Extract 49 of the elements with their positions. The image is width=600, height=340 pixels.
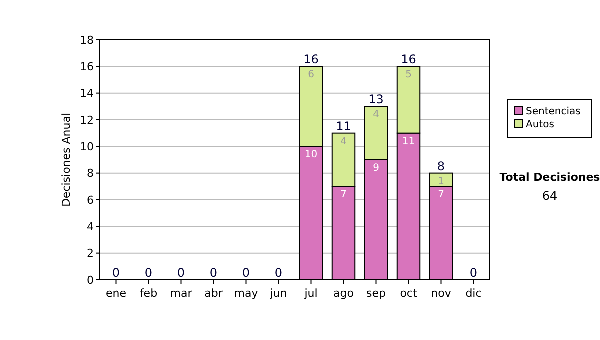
x-tick-label: dic <box>466 287 482 300</box>
text: Total Decisiones <box>500 171 600 184</box>
legend-label: Sentencias <box>526 106 581 118</box>
total-label: 11 <box>336 119 352 134</box>
total-label: 16 <box>304 52 319 67</box>
data-label: 5 <box>406 70 412 81</box>
data-label: 7 <box>340 190 347 201</box>
total-label: 13 <box>368 92 384 107</box>
x-tick-label: mar <box>170 287 193 300</box>
x-tick-label: nov <box>431 287 452 300</box>
x-tick-label: jul <box>304 287 318 300</box>
data-label: 9 <box>373 163 380 174</box>
total-label: 0 <box>242 266 250 280</box>
total-label: 0 <box>177 266 186 280</box>
x-tick-label: ene <box>106 287 127 300</box>
total-label: 0 <box>144 266 153 280</box>
data-label: 7 <box>438 190 444 201</box>
x-tick-label: feb <box>140 287 158 300</box>
total-label: 0 <box>112 266 120 280</box>
total-label: 0 <box>470 266 478 280</box>
y-tick-label: 16 <box>80 60 94 74</box>
x-tick-label: abr <box>204 287 224 300</box>
text: 64 <box>542 189 558 203</box>
data-label: 11 <box>402 136 416 148</box>
x-tick-label: ago <box>334 287 354 300</box>
total-label: 16 <box>401 52 416 67</box>
y-tick-label: 6 <box>87 194 94 207</box>
y-tick-label: 0 <box>87 274 94 287</box>
total-label: 0 <box>274 266 283 280</box>
total-label: 0 <box>210 266 218 280</box>
legend-label: Autos <box>526 120 554 130</box>
x-tick-label: jun <box>269 287 288 300</box>
y-axis-title: Decisiones Anual <box>60 112 73 208</box>
data-label: 6 <box>308 70 314 81</box>
data-label: 4 <box>373 110 380 121</box>
x-tick-label: may <box>234 287 259 300</box>
x-tick-label: sep <box>366 287 386 300</box>
data-label: 4 <box>340 136 347 148</box>
y-tick-label: 12 <box>80 114 94 127</box>
x-tick-label: oct <box>400 287 418 300</box>
y-tick-label: 18 <box>80 34 94 47</box>
y-tick-label: 4 <box>87 220 94 234</box>
data-label: 1 <box>438 176 444 188</box>
y-tick-label: 8 <box>87 167 94 180</box>
data-label: 10 <box>304 150 318 161</box>
y-tick-label: 2 <box>87 247 94 260</box>
y-tick-label: 14 <box>80 87 94 100</box>
y-tick-label: 10 <box>80 140 94 154</box>
total-label: 8 <box>437 159 446 174</box>
